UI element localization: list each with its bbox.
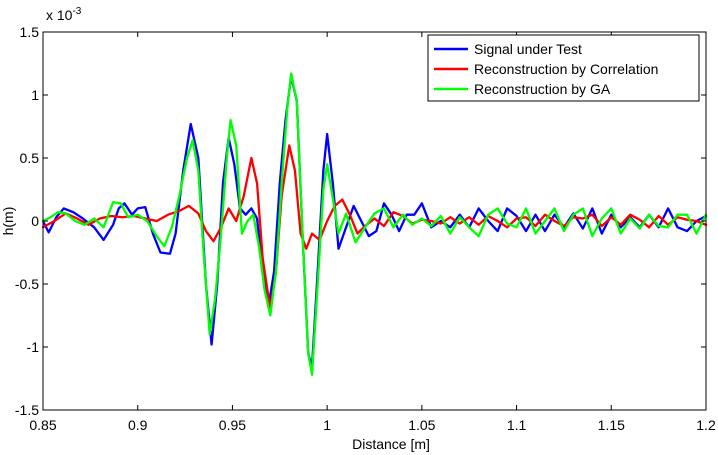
y-tick-label: -1.5 xyxy=(15,402,39,418)
x-tick-label: 0.9 xyxy=(128,417,148,433)
y-axis-ticks: -1.5 -1 -0.5 0 0.5 1 1.5 xyxy=(15,24,706,418)
y-axis-label: h(m) xyxy=(0,207,16,236)
series-line-2 xyxy=(41,72,708,376)
x-tick-label: 1.1 xyxy=(507,417,527,433)
x-tick-label: 1.2 xyxy=(696,417,716,433)
x-tick-label: 0.95 xyxy=(219,417,246,433)
y-tick-label: -0.5 xyxy=(15,276,39,292)
y-tick-label: 0 xyxy=(31,213,39,229)
y-tick-label: 0.5 xyxy=(20,150,40,166)
x-tick-label: 1.15 xyxy=(598,417,625,433)
x-tick-label: 0.85 xyxy=(29,417,56,433)
x-tick-label: 1.05 xyxy=(408,417,435,433)
y-exponent-label: x 10-3 xyxy=(46,6,82,23)
x-tick-label: 1 xyxy=(323,417,331,433)
legend-label-correlation: Reconstruction by Correlation xyxy=(474,61,658,77)
legend-label-signal: Signal under Test xyxy=(474,41,582,57)
legend-box xyxy=(427,34,700,102)
y-tick-label: -1 xyxy=(27,339,40,355)
legend-label-ga: Reconstruction by GA xyxy=(474,81,611,97)
legend: Signal under Test Reconstruction by Corr… xyxy=(427,34,700,102)
x-axis-ticks: 0.85 0.9 0.95 1 1.05 1.1 1.15 1.2 xyxy=(29,32,716,433)
y-tick-label: 1.5 xyxy=(20,24,40,40)
y-tick-label: 1 xyxy=(31,87,39,103)
series-line-1 xyxy=(41,144,708,311)
x-axis-label: Distance [m] xyxy=(352,436,430,452)
